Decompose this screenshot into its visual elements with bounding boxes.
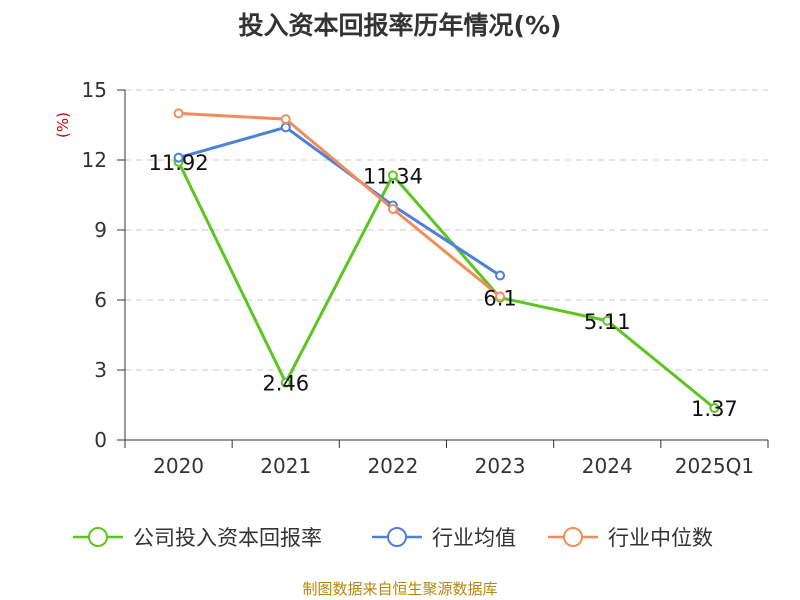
y-tick-label: 6 <box>94 288 107 312</box>
data-label: 2.46 <box>262 372 309 396</box>
data-label: 6.1 <box>483 287 516 311</box>
legend-label: 行业均值 <box>432 526 516 550</box>
x-tick-label: 2023 <box>475 454 526 478</box>
x-tick-label: 2024 <box>582 454 633 478</box>
series-point-2 <box>280 114 291 125</box>
grid-lines <box>125 89 768 371</box>
series-lines <box>173 108 720 414</box>
series-point-0 <box>387 170 398 181</box>
series-point-2 <box>387 204 398 214</box>
legend-marker <box>88 527 108 547</box>
legend-marker <box>563 527 583 547</box>
legend: 公司投入资本回报率 行业均值 行业中位数 <box>73 526 713 550</box>
x-tick-label: 2025Q1 <box>675 454 754 478</box>
legend-item-2: 行业中位数 <box>548 526 713 550</box>
y-tick-label: 12 <box>82 148 107 172</box>
legend-label: 行业中位数 <box>608 526 713 550</box>
y-tick-label: 9 <box>94 218 107 242</box>
data-label: 5.11 <box>584 310 631 334</box>
series-point-1 <box>495 270 506 281</box>
legend-item-0: 公司投入资本回报率 <box>73 526 322 550</box>
y-tick-label: 0 <box>94 428 107 452</box>
legend-marker <box>387 527 407 547</box>
x-tick-label: 2020 <box>153 454 204 478</box>
data-label: 11.92 <box>149 151 209 175</box>
y-axis-label: (%) <box>54 112 72 138</box>
series-line-0 <box>177 161 716 410</box>
series-point-0 <box>709 403 720 414</box>
chart-title: 投入资本回报率历年情况(%) <box>238 11 562 40</box>
x-tick-label: 2022 <box>367 454 418 478</box>
series-line-1 <box>178 125 501 277</box>
series-point-2 <box>173 108 184 119</box>
series-point-0 <box>602 315 613 326</box>
data-label: 11.34 <box>363 164 423 188</box>
legend-label: 公司投入资本回报率 <box>133 526 322 550</box>
series-point-0 <box>280 377 291 388</box>
data-labels: 11.92 2.46 11.34 6.1 5.11 1.37 <box>149 151 738 421</box>
series-point-1 <box>280 122 291 133</box>
y-tick-label: 15 <box>82 78 107 102</box>
series-point-2 <box>495 291 506 302</box>
data-label: 1.37 <box>691 397 738 421</box>
axes: 0 3 6 9 12 15 (%) 2020 2021 2022 2023 2024 2025Q1 <box>54 78 769 478</box>
series-line-2 <box>178 111 502 298</box>
legend-item-1: 行业均值 <box>372 526 516 550</box>
series-point-1 <box>173 152 184 163</box>
x-tick-label: 2021 <box>260 454 311 478</box>
y-tick-label: 3 <box>94 358 107 382</box>
source-footer: 制图数据来自恒生聚源数据库 <box>302 580 498 598</box>
